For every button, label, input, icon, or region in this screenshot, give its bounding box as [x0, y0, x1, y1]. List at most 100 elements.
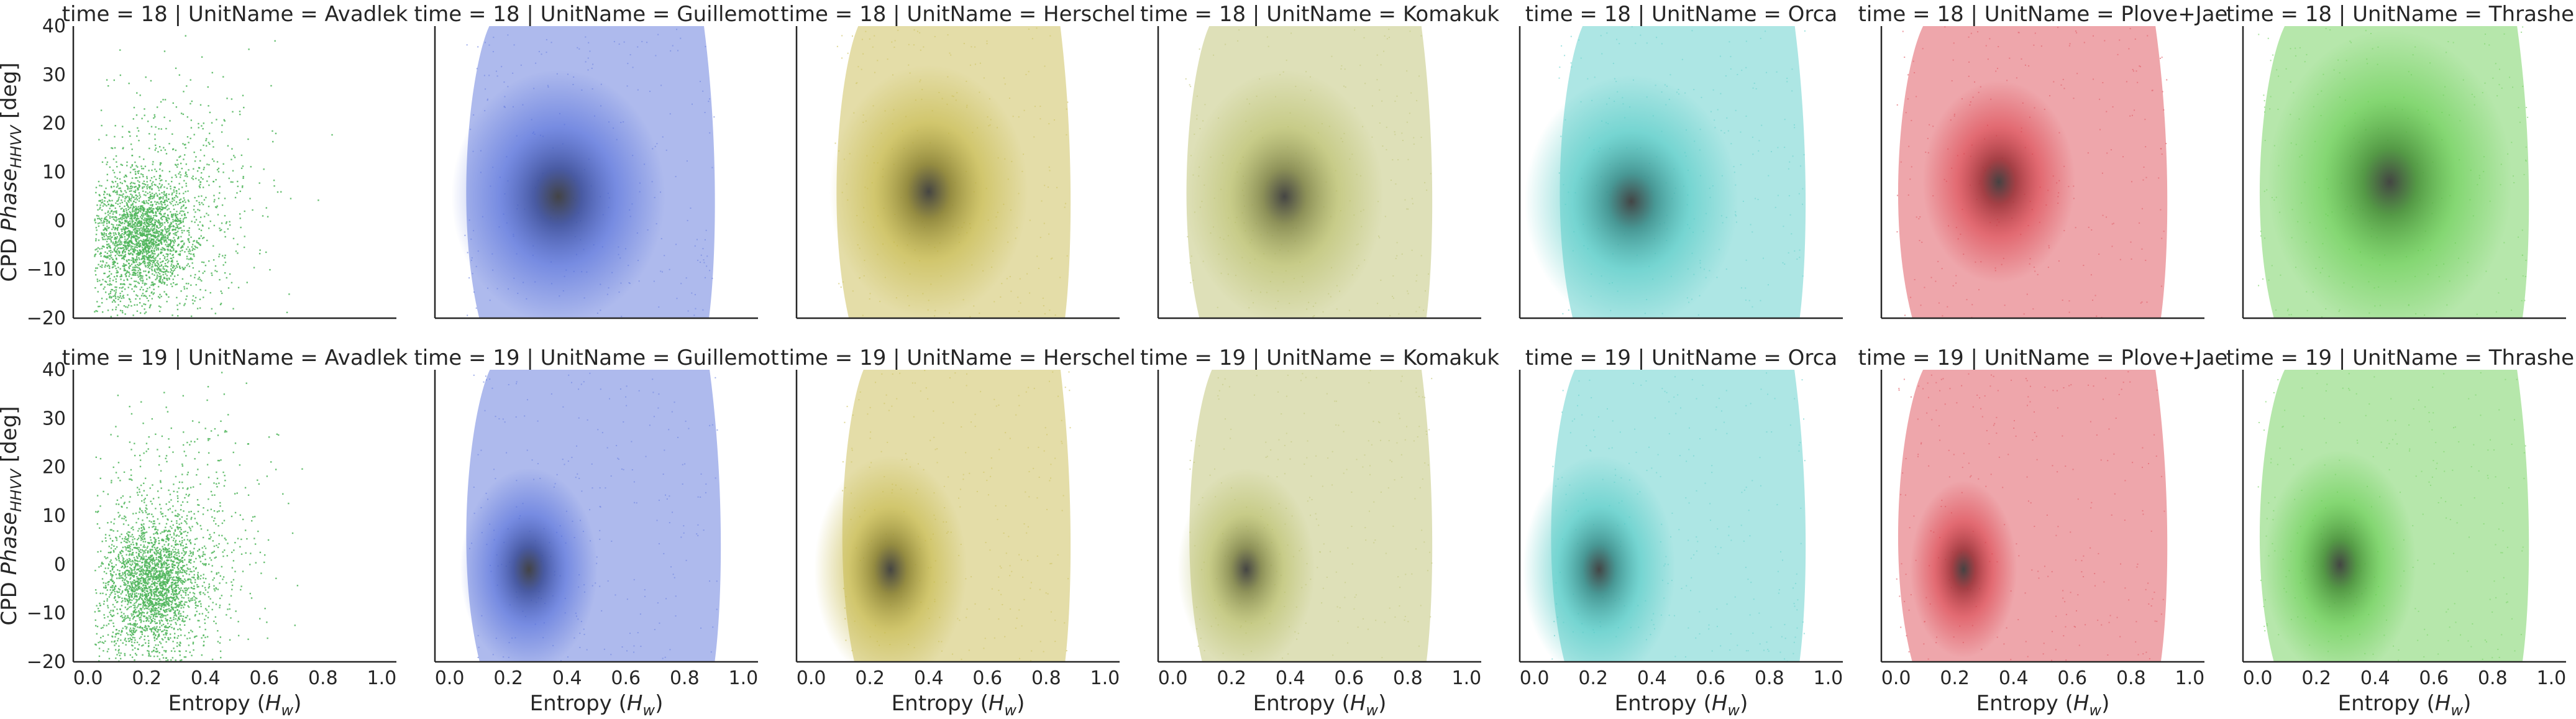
- scatter-points: [94, 372, 303, 662]
- y-tick-label: 30: [42, 408, 66, 429]
- x-tick-label: 0.0: [2243, 667, 2273, 689]
- x-tick-label: 0.8: [308, 667, 338, 689]
- plot-area: [2257, 370, 2529, 662]
- x-tick-label: 0.2: [1217, 667, 1246, 689]
- x-tick-label: 0.2: [493, 667, 523, 689]
- panel-title: time = 19 | UnitName = Plove+Jae: [1858, 346, 2228, 370]
- x-tick-label: 1.0: [729, 667, 759, 689]
- panel-title: time = 19 | UnitName = Herschel: [780, 346, 1136, 370]
- x-tick-label: 0.4: [1637, 667, 1667, 689]
- y-tick-label: 0: [54, 554, 66, 575]
- facet-panel-18-thrasher: time = 18 | UnitName = Thrasher: [2226, 2, 2576, 319]
- plot-area: [1522, 370, 1806, 662]
- x-tick-label: 0.6: [249, 667, 279, 689]
- panel-title: time = 19 | UnitName = Guillemot: [414, 346, 779, 370]
- x-tick-label: 1.0: [1090, 667, 1120, 689]
- density-core: [1185, 70, 1384, 318]
- panel-title: time = 18 | UnitName = Guillemot: [414, 2, 779, 27]
- x-tick-label: 0.8: [2116, 667, 2146, 689]
- panel-title: time = 18 | UnitName = Herschel: [780, 2, 1136, 27]
- panel-title: time = 18 | UnitName = Avadlek: [62, 2, 408, 27]
- x-tick-label: 0.8: [670, 667, 700, 689]
- facet-panel-18-komakuk: time = 18 | UnitName = Komakuk: [1140, 2, 1499, 319]
- x-tick-label: 0.6: [1334, 667, 1364, 689]
- x-axis-label: Entropy (Hw​): [530, 691, 664, 719]
- density-core: [814, 455, 967, 662]
- facet-panel-19-thrasher: time = 19 | UnitName = Thrasher 0.0 0.2 0.4…: [2226, 346, 2576, 719]
- x-axis-label: Entropy (Hw​): [2338, 691, 2472, 719]
- y-tick-label: 10: [42, 505, 66, 527]
- panel-title: time = 18 | UnitName = Plove+Jae: [1858, 2, 2228, 27]
- plot-area: [2258, 26, 2529, 318]
- x-tick-label: 0.0: [73, 667, 103, 689]
- y-axis-label: CPD PhaseHHVV​ [deg]: [0, 62, 25, 282]
- facet-panel-19-avadlek: time = 19 | UnitName = Avadlek −20 −10 0 10 2…: [0, 346, 408, 719]
- x-tick-label: 1.0: [1452, 667, 1482, 689]
- y-tick-label: 30: [42, 64, 66, 86]
- x-tick-label: 0.4: [1276, 667, 1305, 689]
- x-tick-label: 0.2: [2301, 667, 2331, 689]
- plot-area: [1177, 370, 1433, 662]
- x-axis-label: Entropy (Hw​): [1615, 691, 1748, 719]
- density-core: [1922, 80, 2075, 283]
- x-tick-label: 1.0: [1814, 667, 1843, 689]
- facet-panel-19-herschel: time = 19 | UnitName = Herschel 0.0 0.2 0.4…: [780, 346, 1136, 719]
- y-axis-label: CPD PhaseHHVV​ [deg]: [0, 406, 25, 625]
- x-axis-label: Entropy (Hw​): [892, 691, 1025, 719]
- x-tick-label: 0.6: [2419, 667, 2449, 689]
- y-tick-label: 40: [42, 16, 66, 37]
- plot-area: [451, 26, 715, 318]
- plot-area: [1185, 26, 1433, 318]
- y-tick-label: −10: [27, 603, 66, 625]
- x-tick-label: 0.4: [914, 667, 944, 689]
- plot-area: [460, 370, 721, 662]
- x-tick-label: 0.6: [2057, 667, 2087, 689]
- x-tick-label: 0.4: [1999, 667, 2029, 689]
- panel-title: time = 18 | UnitName = Thrasher: [2226, 2, 2576, 27]
- plot-area: [1896, 26, 2168, 318]
- density-core: [829, 65, 1028, 318]
- y-tick-label: 20: [42, 457, 66, 479]
- y-tick-label: 10: [42, 162, 66, 183]
- plot-area: [829, 26, 1071, 318]
- density-core: [1177, 468, 1315, 662]
- x-tick-label: 0.4: [191, 667, 221, 689]
- panel-title: time = 19 | UnitName = Orca: [1525, 346, 1837, 370]
- facet-panel-19-guillemot: time = 19 | UnitName = Guillemot 0.0 0.2 0.…: [414, 346, 779, 719]
- density-core: [1524, 75, 1738, 318]
- x-tick-label: 0.2: [1940, 667, 1970, 689]
- y-tick-label: −10: [27, 259, 66, 281]
- x-tick-label: 0.0: [797, 667, 826, 689]
- facet-panel-18-guillemot: time = 18 | UnitName = Guillemot: [414, 2, 779, 319]
- density-core: [1910, 480, 2017, 658]
- x-axis-label: Entropy (Hw​): [1976, 691, 2110, 719]
- x-tick-label: 0.8: [1393, 667, 1423, 689]
- x-tick-label: 0.6: [1696, 667, 1725, 689]
- plot-area: [1524, 26, 1806, 318]
- x-tick-label: 0.2: [132, 667, 162, 689]
- facet-panel-19-komakuk: time = 19 | UnitName = Komakuk 0.0 0.2 0.4 0…: [1140, 346, 1499, 719]
- x-tick-label: 0.0: [1520, 667, 1550, 689]
- x-tick-label: 0.0: [1158, 667, 1188, 689]
- y-tick-label: −20: [27, 308, 66, 329]
- facet-panel-19-orca: time = 19 | UnitName = Orca 0.0 0.2 0.4 0.6 0…: [1519, 346, 1843, 719]
- x-tick-label: 0.4: [552, 667, 582, 689]
- plot-area: [1896, 370, 2168, 662]
- x-tick-label: 0.4: [2360, 667, 2390, 689]
- plot-area: [94, 372, 303, 662]
- y-tick-label: 0: [54, 210, 66, 232]
- facet-panel-18-orca: time = 18 | UnitName = Orca: [1519, 2, 1843, 319]
- x-tick-label: 1.0: [367, 667, 397, 689]
- plot-area: [814, 370, 1071, 662]
- x-tick-label: 0.8: [2478, 667, 2508, 689]
- x-tick-label: 0.6: [611, 667, 641, 689]
- x-tick-label: 1.0: [2175, 667, 2205, 689]
- density-core: [2263, 451, 2416, 662]
- x-tick-label: 0.2: [1578, 667, 1608, 689]
- x-tick-label: 0.2: [855, 667, 885, 689]
- density-core: [451, 70, 665, 318]
- y-tick-label: 40: [42, 359, 66, 381]
- x-axis-label: Entropy (Hw​): [168, 691, 302, 719]
- x-tick-label: 0.6: [972, 667, 1002, 689]
